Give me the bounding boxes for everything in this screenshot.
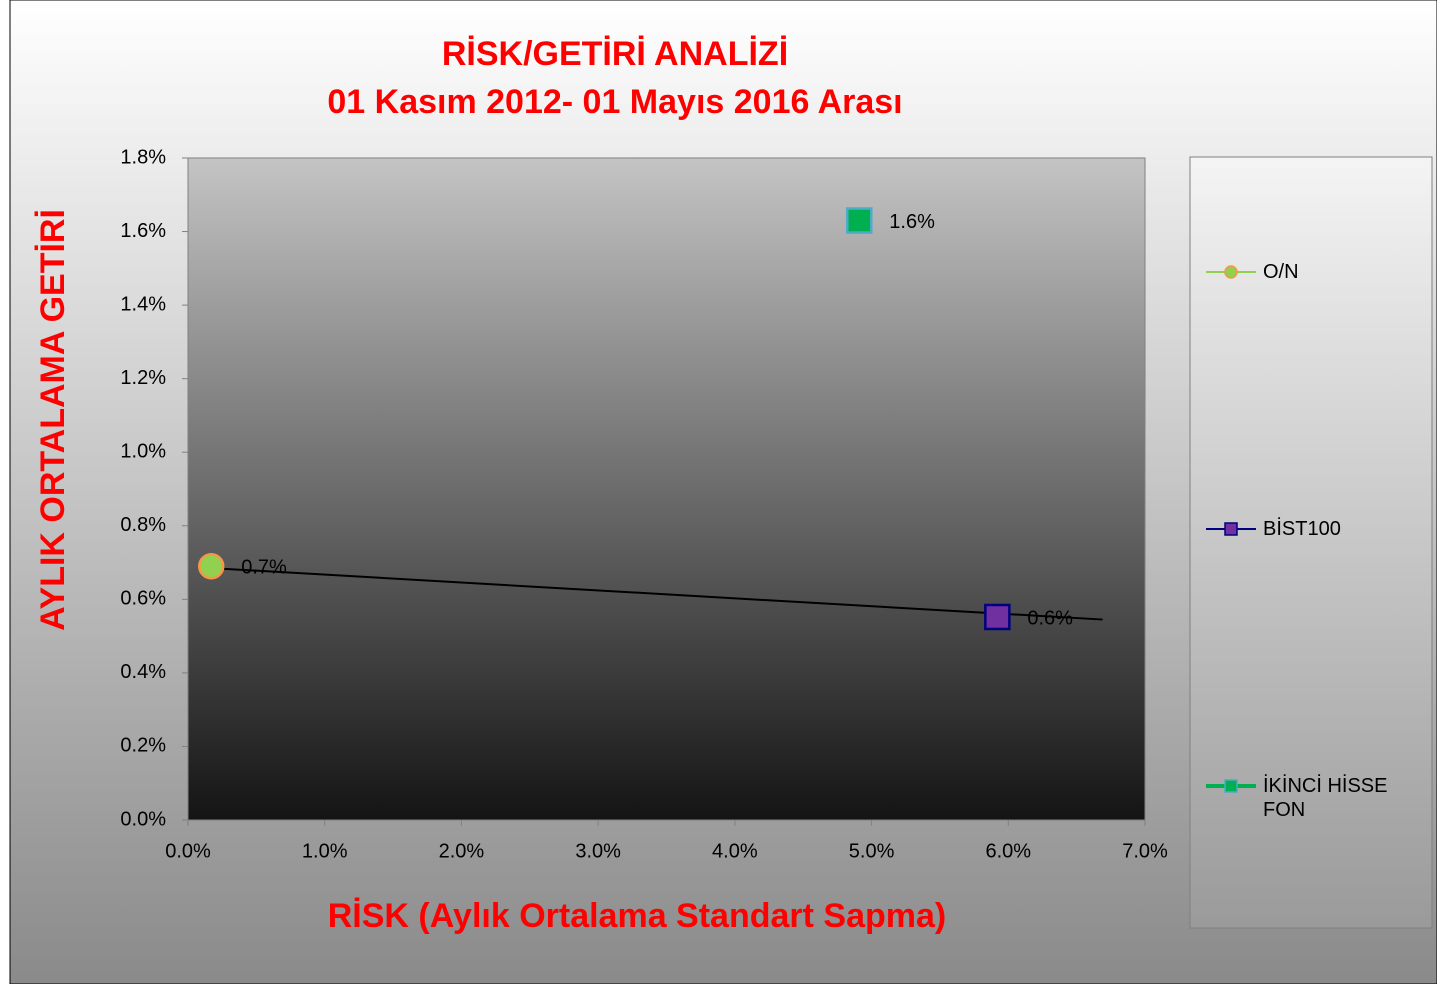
legend-marker <box>1224 265 1238 279</box>
legend-box <box>1189 156 1433 929</box>
legend-label: İKİNCİ HİSSE FON <box>1263 775 1388 821</box>
x-tick-label: 3.0% <box>575 840 621 862</box>
chart-title: RİSK/GETİRİ ANALİZİ <box>442 35 788 73</box>
y-tick-label: 0.8% <box>120 514 166 536</box>
y-tick-label: 1.2% <box>120 367 166 389</box>
legend-label: BİST100 <box>1263 518 1341 540</box>
x-tick-label: 6.0% <box>985 840 1031 862</box>
y-tick-label: 1.4% <box>120 293 166 315</box>
data-label: 0.6% <box>1027 607 1073 629</box>
x-tick-label: 4.0% <box>712 840 758 862</box>
legend-label: O/N <box>1263 261 1299 283</box>
y-tick-label: 1.0% <box>120 441 166 463</box>
chart-subtitle: 01 Kasım 2012- 01 Mayıs 2016 Arası <box>327 83 902 121</box>
y-tick-label: 0.0% <box>120 808 166 830</box>
point <box>846 207 873 234</box>
plot-area <box>187 157 1146 821</box>
y-axis-label: AYLIK ORTALAMA GETİRİ <box>34 209 72 631</box>
legend-marker <box>1224 522 1238 536</box>
x-tick-label: 5.0% <box>849 840 895 862</box>
y-tick-label: 1.6% <box>120 220 166 242</box>
x-tick-label: 2.0% <box>439 840 485 862</box>
point <box>197 552 225 580</box>
x-axis-label: RİSK (Aylık Ortalama Standart Sapma) <box>328 897 946 935</box>
x-tick-label: 1.0% <box>302 840 348 862</box>
y-tick-label: 1.8% <box>120 146 166 168</box>
legend-marker <box>1224 779 1238 793</box>
data-label: 0.7% <box>241 557 287 579</box>
y-tick-label: 0.2% <box>120 735 166 757</box>
point <box>984 603 1011 631</box>
data-label: 1.6% <box>889 211 935 233</box>
x-tick-label: 0.0% <box>165 840 211 862</box>
y-tick-label: 0.6% <box>120 588 166 610</box>
y-tick-label: 0.4% <box>120 661 166 683</box>
x-tick-label: 7.0% <box>1122 840 1168 862</box>
trendline <box>211 567 1103 621</box>
